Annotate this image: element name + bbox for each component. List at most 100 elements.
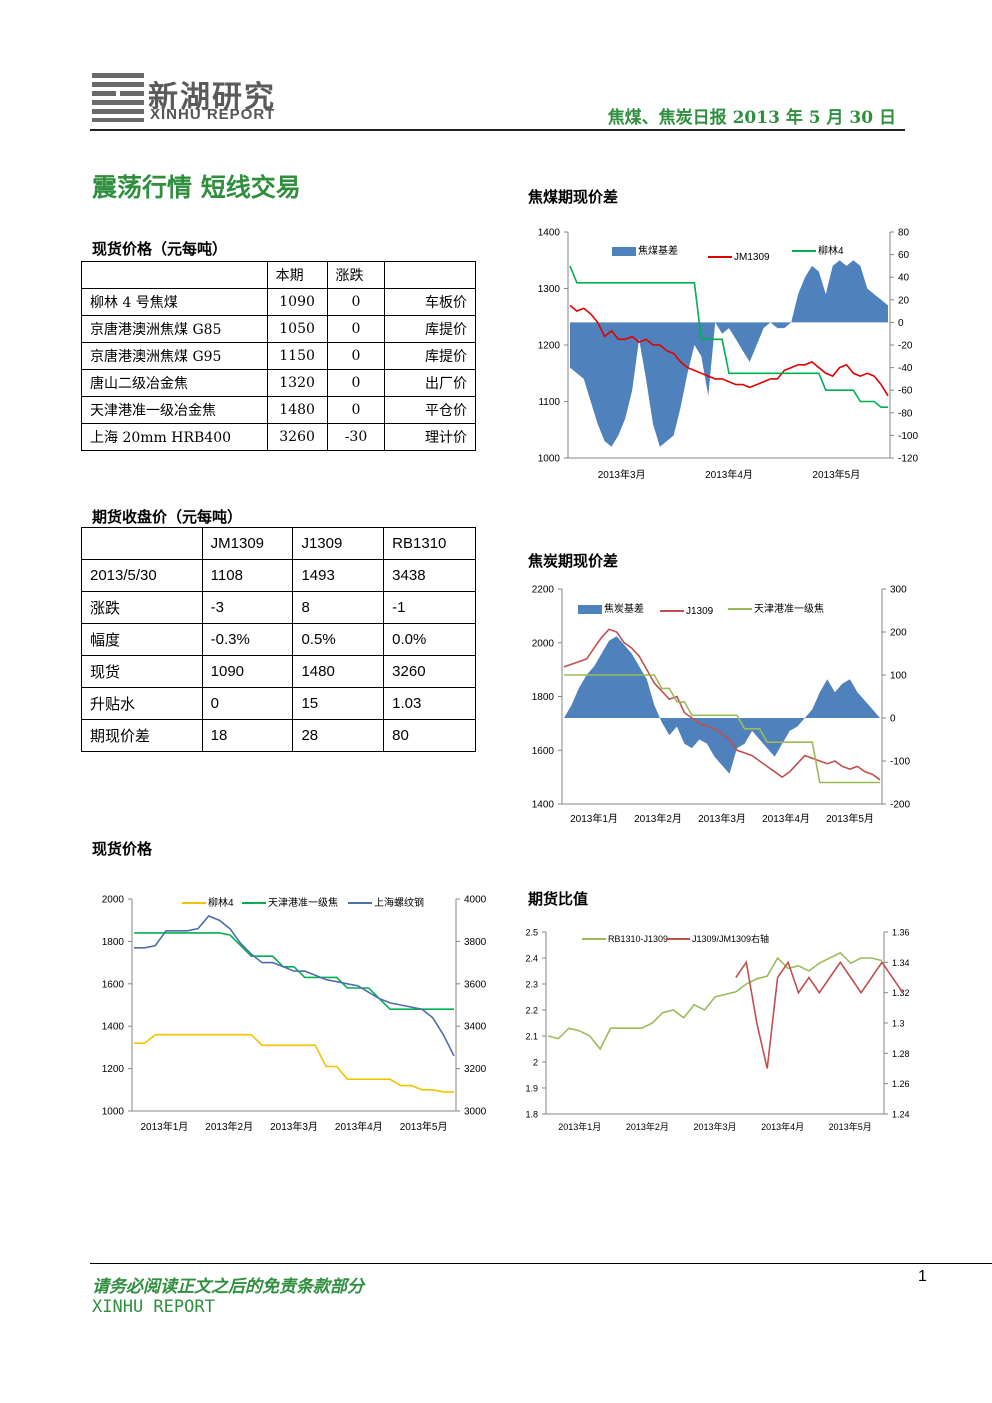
table-row: 期现价差 18 28 80 <box>81 719 476 752</box>
table-header-cell <box>384 261 476 289</box>
y-right-tick-label: 0 <box>898 318 904 329</box>
logo-chinese-text: 新湖研究 <box>148 80 276 115</box>
table-cell: 现货 <box>81 655 203 688</box>
table-cell: 0 <box>326 369 386 397</box>
table-header-cell: RB1310 <box>383 527 476 560</box>
chart-title-coke-basis: 焦炭期现价差 <box>528 552 619 570</box>
x-tick-label: 2013年3月 <box>693 1121 736 1132</box>
series-line <box>134 1033 454 1093</box>
legend-label: J1309 <box>686 606 714 617</box>
logo-english-text: XINHU REPORT <box>150 106 276 123</box>
table-cell: 0.5% <box>292 623 385 656</box>
table-header-cell: J1309 <box>292 527 385 560</box>
y-right-tick-label: 0 <box>890 714 896 725</box>
table-cell: 15 <box>292 687 385 720</box>
table-row: 现货 1090 1480 3260 <box>81 655 476 688</box>
x-tick-label: 2013年2月 <box>634 812 682 825</box>
y-left-tick-label: 1400 <box>532 800 555 811</box>
x-tick-label: 2013年5月 <box>812 468 860 481</box>
x-tick-label: 2013年3月 <box>270 1120 318 1133</box>
table-cell: 京唐港澳洲焦煤 G95 <box>81 342 268 370</box>
table-cell: 京唐港澳洲焦煤 G85 <box>81 315 268 343</box>
table-cell: 1150 <box>266 342 328 370</box>
y-left-tick-label: 1000 <box>538 454 561 465</box>
y-left-tick-label: 2.5 <box>525 928 538 938</box>
x-tick-label: 2013年1月 <box>570 812 618 825</box>
legend-label: 柳林4 <box>208 896 234 909</box>
table-cell: 库提价 <box>384 342 476 370</box>
table-row: 上海 20mm HRB400 3260 -30 理计价 <box>81 423 476 451</box>
y-right-tick-label: 60 <box>898 250 910 261</box>
table-header-cell: JM1309 <box>201 527 294 560</box>
y-right-tick-label: 1.24 <box>892 1110 910 1120</box>
x-tick-label: 2013年2月 <box>205 1120 253 1133</box>
legend-label: 上海螺纹钢 <box>374 896 424 909</box>
y-right-tick-label: 40 <box>898 273 910 284</box>
legend-label: JM1309 <box>734 252 770 263</box>
spot-prices-chart: 1000 1200 1400 1600 1800 2000 3000 3200 3400 3600… <box>102 895 487 1134</box>
table-cell: 0 <box>326 396 386 424</box>
x-tick-label: 2013年2月 <box>626 1121 669 1132</box>
spot-price-table: 本期 涨跌 柳林 4 号焦煤 1090 0 车板价 京唐港澳洲焦煤 G85 10… <box>81 261 476 451</box>
y-left-tick-label: 1600 <box>532 746 555 757</box>
chart-title-coking-coal-basis: 焦煤期现价差 <box>528 188 619 206</box>
legend-swatch <box>578 605 602 614</box>
table-cell: 0 <box>201 687 294 720</box>
series-area <box>564 636 880 774</box>
disclaimer-note: 请务必阅读正文之后的免责条款部分 <box>92 1277 364 1297</box>
table-cell: 1493 <box>292 559 385 592</box>
y-right-tick-label: 3800 <box>464 937 487 948</box>
y-left-tick-label: 1000 <box>102 1107 125 1118</box>
table-cell: 1108 <box>201 559 294 592</box>
table-cell: 3260 <box>266 423 328 451</box>
y-right-tick-label: -200 <box>890 800 910 811</box>
series-area <box>570 260 888 447</box>
table-cell: 28 <box>292 719 385 752</box>
series-line <box>569 304 889 397</box>
header-divider <box>90 129 905 131</box>
x-tick-label: 2013年5月 <box>829 1121 872 1132</box>
series-line <box>569 265 888 408</box>
legend-label: 焦炭基差 <box>604 602 644 615</box>
xinhu-logo-icon <box>92 73 144 122</box>
table-cell: 天津港准一级冶金焦 <box>81 396 268 424</box>
table-header-cell <box>81 527 203 560</box>
y-right-tick-label: 1.36 <box>892 928 910 938</box>
table-row: 京唐港澳洲焦煤 G85 1050 0 库提价 <box>81 315 476 343</box>
table-header-row: 本期 涨跌 <box>81 261 476 289</box>
report-title: 焦煤、焦炭日报 2013 年 5 月 30 日 <box>607 108 896 128</box>
y-left-tick-label: 1400 <box>102 1022 125 1033</box>
y-right-tick-label: -100 <box>898 431 918 442</box>
table-cell: 3260 <box>383 655 476 688</box>
table-header-cell: 本期 <box>266 261 328 289</box>
table-cell: 2013/5/30 <box>81 559 203 592</box>
legend-swatch <box>612 247 636 256</box>
y-right-tick-label: 1.26 <box>892 1079 910 1089</box>
y-right-tick-label: -20 <box>898 341 913 352</box>
table-cell: 1050 <box>266 315 328 343</box>
y-left-tick-label: 2000 <box>532 638 555 649</box>
y-right-tick-label: 3000 <box>464 1107 487 1118</box>
table-cell: 理计价 <box>384 423 476 451</box>
table-cell: 80 <box>383 719 476 752</box>
x-tick-label: 2013年3月 <box>598 468 646 481</box>
table-header-cell <box>81 261 268 289</box>
table-cell: 1480 <box>292 655 385 688</box>
y-left-tick-label: 1200 <box>538 341 561 352</box>
x-tick-label: 2013年4月 <box>705 468 753 481</box>
y-left-tick-label: 2.2 <box>525 1006 538 1016</box>
y-right-tick-label: 1.32 <box>892 988 910 998</box>
y-right-tick-label: 1.34 <box>892 958 910 968</box>
y-right-tick-label: 1.3 <box>892 1019 905 1029</box>
table-row: 升贴水 0 15 1.03 <box>81 687 476 720</box>
y-right-tick-label: 80 <box>898 228 910 239</box>
series-line <box>134 932 454 1010</box>
y-left-tick-label: 1100 <box>538 397 560 408</box>
table-cell: 平仓价 <box>384 396 476 424</box>
table-cell: 0 <box>326 342 386 370</box>
table-cell: 1320 <box>266 369 328 397</box>
table-cell: 柳林 4 号焦煤 <box>81 288 268 316</box>
coking-coal-basis-chart: 1000 1100 1200 1300 1400 -120 -100 -80 -60 -40 -20… <box>538 228 919 482</box>
x-tick-label: 2013年4月 <box>335 1120 383 1133</box>
y-right-tick-label: -60 <box>898 386 913 397</box>
